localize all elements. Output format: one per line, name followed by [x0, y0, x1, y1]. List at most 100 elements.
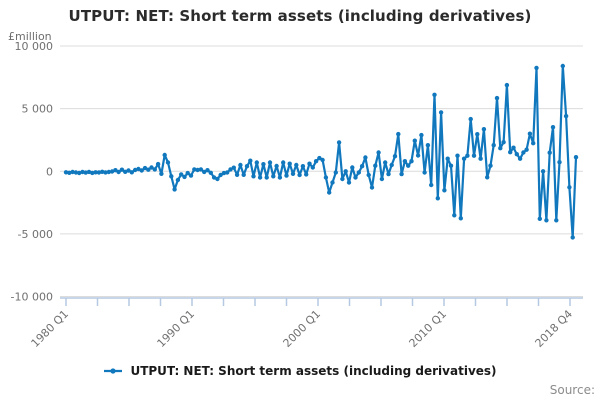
series-point [169, 174, 174, 179]
series-point [524, 147, 529, 152]
series-point [366, 172, 371, 178]
series-point [106, 169, 112, 175]
series-point [557, 160, 562, 165]
series-point [254, 160, 259, 165]
series-point [517, 156, 523, 161]
series-point [165, 160, 171, 165]
y-tick-label: -5 000 [18, 228, 53, 241]
series-point [188, 173, 194, 178]
series-point [162, 152, 167, 158]
series-point [129, 170, 134, 175]
series-point [257, 175, 263, 180]
series-point [488, 163, 493, 168]
series-point [182, 174, 187, 180]
series-line [64, 64, 578, 239]
series-point [287, 161, 292, 166]
series-point [320, 157, 325, 163]
chart-title: UTPUT: NET: Short term assets (including… [68, 7, 532, 25]
series-point [402, 159, 408, 164]
series-point [540, 169, 546, 174]
series-point [468, 116, 473, 122]
series-point [508, 150, 513, 155]
series-point [274, 163, 279, 169]
series-point [458, 216, 463, 221]
series-point [560, 63, 565, 69]
series-point [570, 235, 575, 240]
series-point [310, 165, 315, 170]
series-point [211, 175, 217, 180]
series-point [185, 170, 190, 176]
series-point [478, 156, 483, 161]
series-point [313, 159, 319, 164]
series-point [392, 154, 398, 159]
series-point [284, 173, 289, 178]
series-point [327, 190, 332, 195]
series-point [498, 146, 503, 151]
series-point [547, 150, 552, 155]
series-point [471, 153, 477, 158]
x-tick-label: 1990 Q1 [155, 307, 198, 348]
series-point [77, 170, 82, 176]
series-point [103, 170, 108, 175]
series-point [563, 113, 569, 119]
series-point [550, 125, 556, 130]
series-point [300, 164, 306, 169]
x-tick-label: 2018 Q4 [533, 307, 576, 348]
series-point [511, 145, 516, 150]
series-point [389, 162, 394, 168]
series-point [152, 167, 157, 172]
series-point [429, 182, 434, 188]
y-tick-label: 5 000 [22, 103, 54, 116]
series-point [116, 169, 121, 175]
x-tick-label: 2010 Q1 [407, 307, 450, 348]
series-point [132, 167, 138, 173]
series-point [504, 82, 510, 88]
series-point [369, 185, 375, 190]
series-point [119, 167, 125, 172]
series-point [244, 164, 250, 169]
legend[interactable]: UTPUT: NET: Short term assets (including… [0, 362, 600, 380]
series-point [251, 174, 256, 179]
series-point [514, 152, 519, 157]
series-point [406, 163, 411, 168]
series-point [67, 170, 72, 175]
series-point [123, 169, 128, 174]
series-point [521, 150, 526, 155]
series-point [126, 168, 131, 173]
series-point [383, 160, 388, 165]
series-point [399, 171, 404, 177]
series-point [215, 176, 220, 182]
series-point [481, 127, 487, 132]
series-point [179, 172, 184, 177]
series-point [340, 176, 345, 182]
legend-label: UTPUT: NET: Short term assets (including… [130, 364, 497, 378]
series-point [139, 168, 144, 173]
series-point [113, 168, 118, 173]
series-point [231, 165, 236, 170]
series-point [343, 169, 348, 174]
series-point [353, 175, 358, 180]
series-point [455, 153, 460, 158]
series-point [396, 131, 401, 137]
series-point [149, 165, 154, 170]
series-point [290, 171, 296, 176]
series-point [317, 155, 322, 161]
series-point [415, 153, 421, 158]
series-point [412, 138, 417, 143]
series-point [531, 141, 536, 146]
series-point [491, 143, 496, 148]
y-tick-label: 0 [46, 165, 53, 178]
series-point [146, 167, 151, 172]
series-point [475, 132, 480, 137]
series-point [86, 169, 92, 175]
series-point [192, 167, 197, 172]
series-point [330, 180, 335, 185]
series-point [205, 168, 210, 173]
series-point [90, 170, 95, 176]
series-point [376, 150, 381, 155]
series-point [264, 175, 269, 180]
series-point [195, 167, 200, 173]
legend-line-marker-icon [104, 368, 123, 374]
series-point [501, 140, 506, 145]
series-point [386, 171, 391, 177]
